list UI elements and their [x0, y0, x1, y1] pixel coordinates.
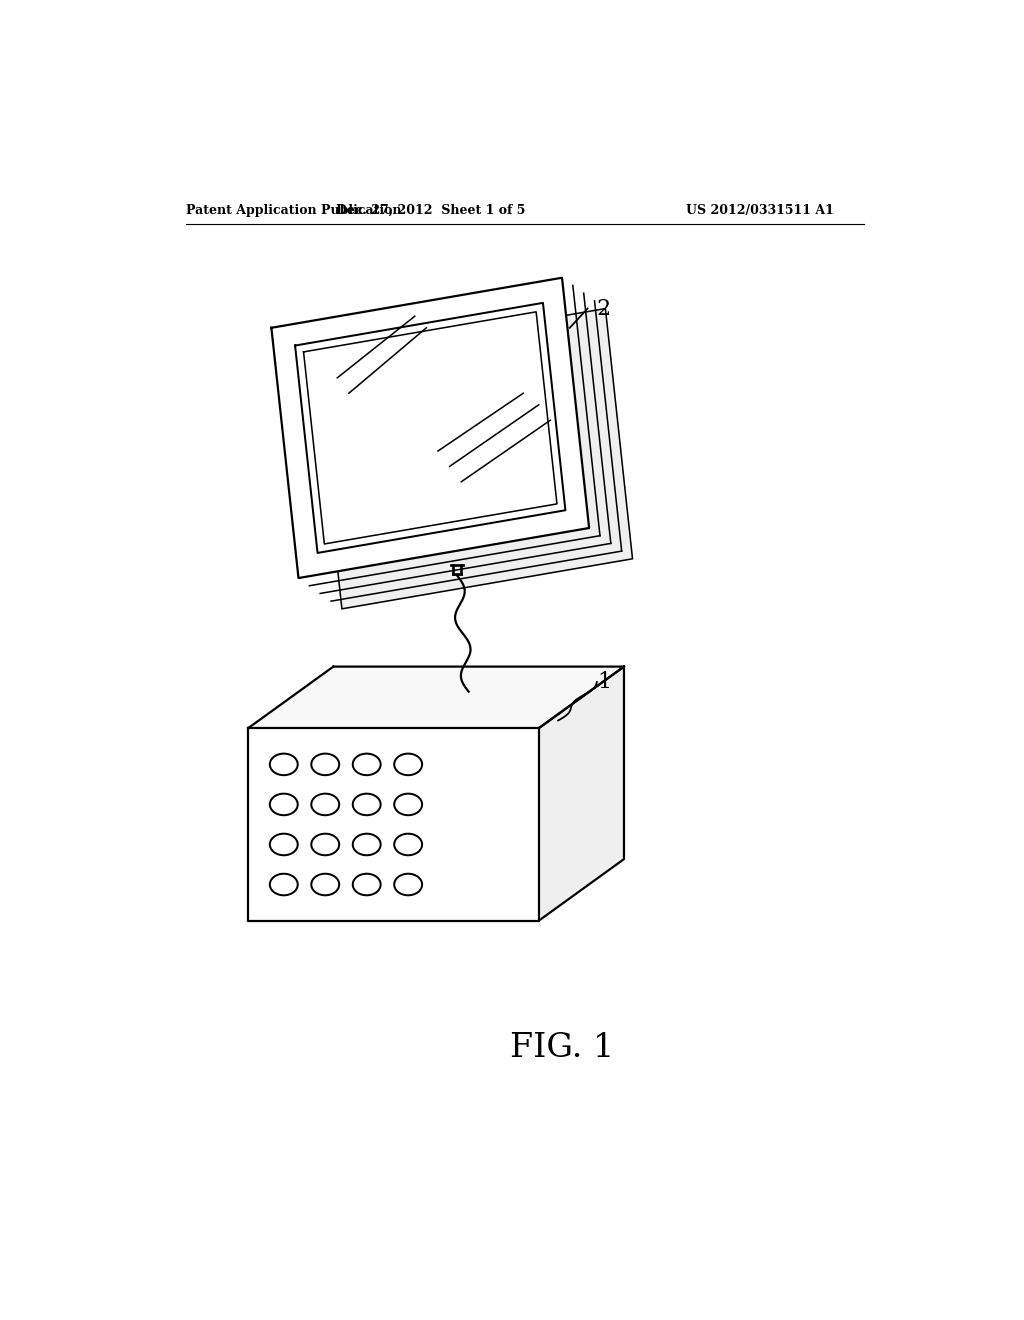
Ellipse shape [270, 874, 298, 895]
Polygon shape [303, 312, 557, 544]
Ellipse shape [352, 834, 381, 855]
Polygon shape [248, 667, 624, 729]
Ellipse shape [394, 834, 422, 855]
Ellipse shape [270, 834, 298, 855]
Polygon shape [539, 667, 624, 921]
Polygon shape [314, 309, 633, 609]
Ellipse shape [311, 793, 339, 816]
Polygon shape [248, 729, 539, 921]
Ellipse shape [352, 793, 381, 816]
Ellipse shape [270, 793, 298, 816]
Text: US 2012/0331511 A1: US 2012/0331511 A1 [686, 205, 834, 218]
Ellipse shape [394, 874, 422, 895]
Text: 1: 1 [597, 671, 611, 693]
Polygon shape [295, 302, 565, 553]
Ellipse shape [270, 754, 298, 775]
Ellipse shape [352, 874, 381, 895]
Ellipse shape [352, 754, 381, 775]
Text: FIG. 1: FIG. 1 [510, 1032, 614, 1064]
Polygon shape [271, 277, 589, 578]
Ellipse shape [394, 754, 422, 775]
Text: Dec. 27, 2012  Sheet 1 of 5: Dec. 27, 2012 Sheet 1 of 5 [336, 205, 525, 218]
Text: Patent Application Publication: Patent Application Publication [186, 205, 401, 218]
Ellipse shape [394, 793, 422, 816]
Ellipse shape [311, 874, 339, 895]
Ellipse shape [311, 754, 339, 775]
Text: 2: 2 [597, 297, 611, 319]
Ellipse shape [311, 834, 339, 855]
